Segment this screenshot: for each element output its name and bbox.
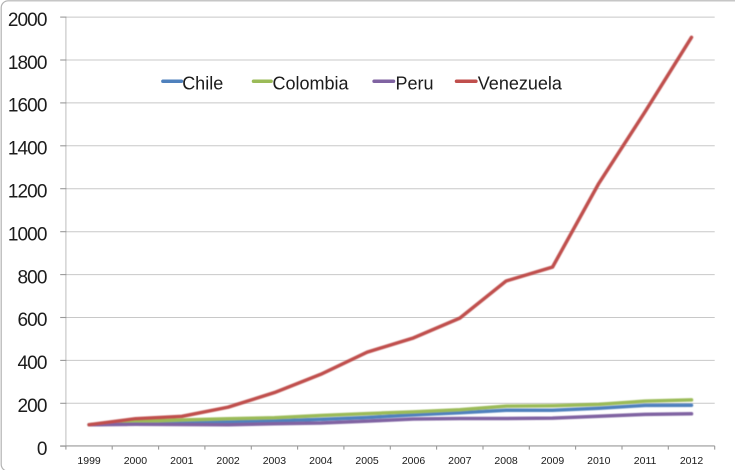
- svg-text:2010: 2010: [587, 455, 611, 467]
- svg-text:2012: 2012: [680, 455, 704, 467]
- svg-text:600: 600: [17, 310, 46, 331]
- svg-text:2011: 2011: [634, 455, 657, 467]
- svg-text:800: 800: [17, 267, 46, 288]
- svg-text:1200: 1200: [8, 182, 47, 203]
- svg-text:2005: 2005: [355, 455, 379, 467]
- svg-text:1999: 1999: [77, 455, 101, 467]
- svg-text:2006: 2006: [402, 455, 426, 467]
- svg-text:Chile: Chile: [182, 73, 223, 93]
- svg-text:2007: 2007: [448, 455, 472, 467]
- svg-text:2003: 2003: [263, 455, 287, 467]
- svg-text:1400: 1400: [8, 139, 47, 160]
- svg-text:Venezuela: Venezuela: [478, 73, 563, 93]
- svg-text:Peru: Peru: [396, 73, 434, 93]
- svg-text:400: 400: [17, 353, 46, 374]
- svg-text:2004: 2004: [309, 455, 333, 467]
- svg-text:Colombia: Colombia: [273, 73, 350, 93]
- svg-text:0: 0: [37, 439, 47, 460]
- svg-text:1000: 1000: [8, 224, 47, 245]
- svg-text:2002: 2002: [216, 455, 240, 467]
- svg-text:2009: 2009: [541, 455, 565, 467]
- svg-text:2001: 2001: [170, 455, 194, 467]
- svg-text:1800: 1800: [8, 53, 47, 74]
- svg-text:2000: 2000: [8, 10, 47, 31]
- svg-text:200: 200: [17, 396, 46, 417]
- svg-text:2008: 2008: [494, 455, 518, 467]
- svg-text:2000: 2000: [124, 455, 148, 467]
- svg-text:1600: 1600: [8, 96, 47, 117]
